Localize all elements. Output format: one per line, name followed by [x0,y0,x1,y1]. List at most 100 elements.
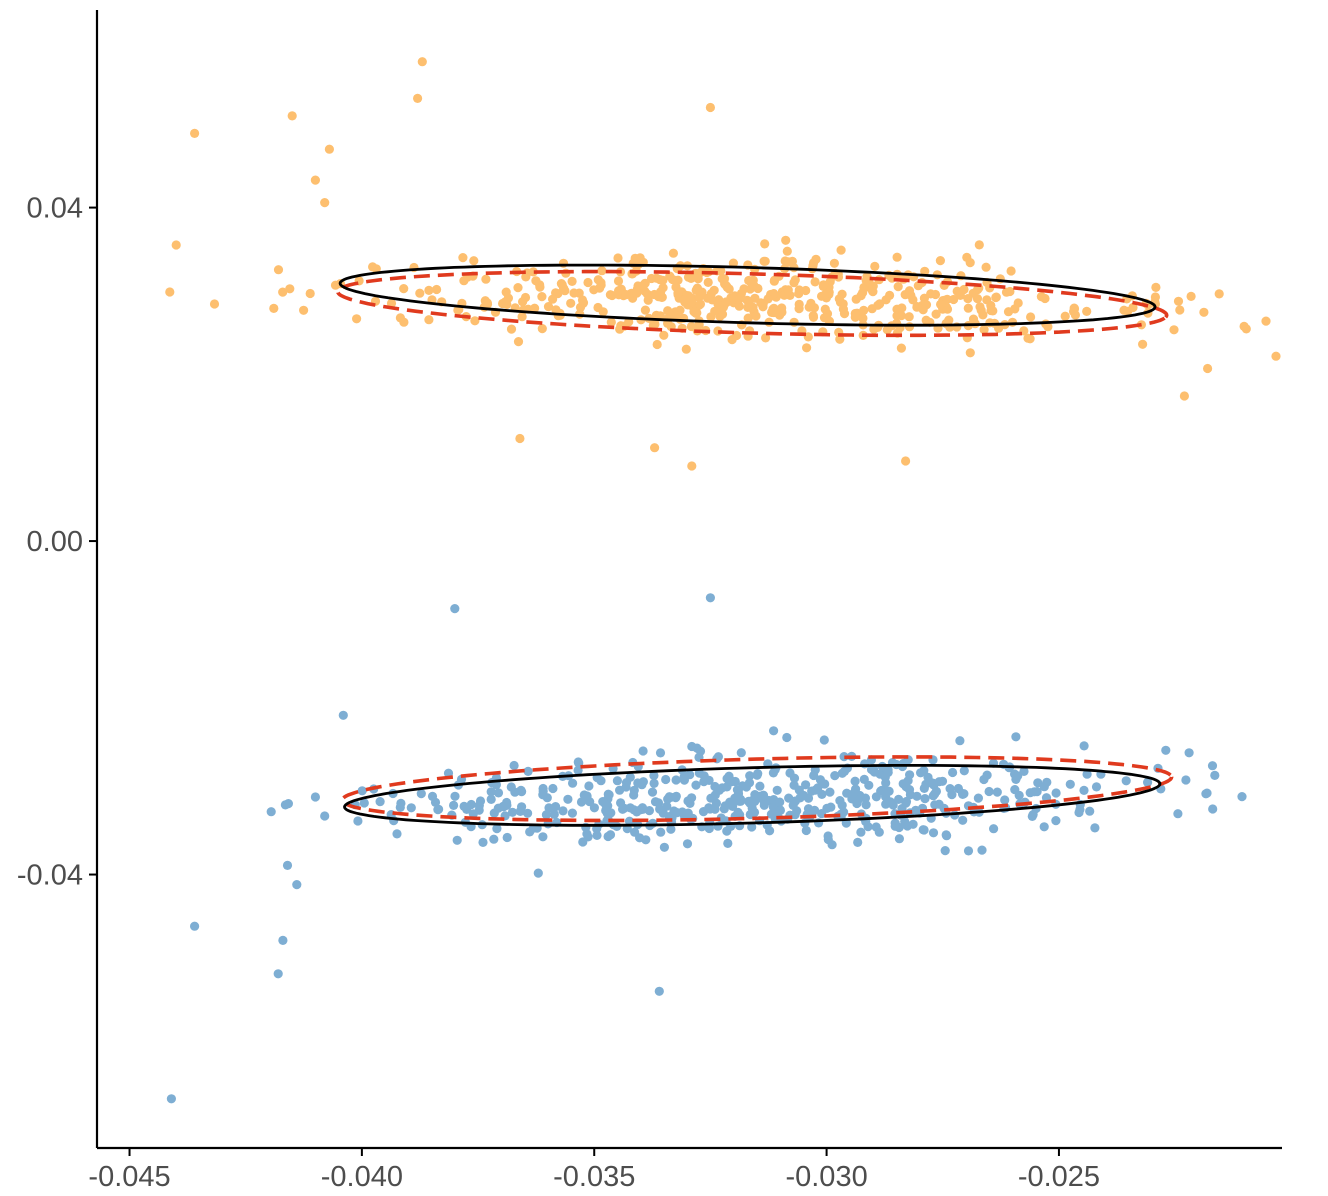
data-point [1079,785,1089,796]
data-point [1143,777,1153,788]
data-point [710,306,720,316]
data-point [728,258,739,268]
data-point [977,845,987,855]
data-point [919,783,929,794]
data-point [1005,286,1015,297]
data-point [513,337,524,347]
data-point [751,311,761,321]
data-point [630,827,640,837]
data-point [1237,792,1247,802]
data-point [894,794,904,805]
data-point [934,799,944,809]
data-point [810,277,820,287]
data-point [695,299,706,309]
data-point [654,986,664,996]
data-point [606,808,616,818]
data-point [883,767,893,778]
data-point [656,287,666,297]
y-tick-label: 0.04 [27,193,83,225]
y-tick-label: 0.00 [27,526,83,558]
data-point [598,307,608,317]
data-point [659,842,670,852]
data-point [710,781,720,792]
data-point [710,804,720,814]
data-point [650,797,661,807]
data-point [1007,317,1018,327]
data-point [501,287,511,297]
solid-ellipse [343,764,1162,827]
data-point [357,786,367,796]
data-point [640,305,651,315]
data-point [500,297,510,307]
data-point [285,284,295,294]
data-point [1175,305,1185,315]
data-point [643,295,653,305]
data-point [928,778,938,788]
data-point [801,285,811,296]
data-point [1026,312,1036,322]
data-point [758,302,768,312]
data-point [190,921,200,931]
data-point [866,284,877,294]
data-point [475,796,486,806]
data-point [918,825,928,835]
data-point [613,253,623,263]
data-point [682,839,693,849]
data-point [647,787,658,797]
data-point [566,298,576,308]
data-point [838,304,849,314]
data-point [709,285,719,295]
data-point [1150,292,1160,302]
data-point [884,786,894,796]
data-point [781,235,791,245]
data-point [459,276,469,286]
data-point [478,837,488,848]
data-point [1065,779,1075,789]
data-point [819,280,829,290]
data-point [723,838,733,849]
data-point [687,297,697,307]
data-point [869,767,880,777]
data-point [543,302,554,312]
data-point [589,285,599,295]
data-point [687,741,697,752]
data-point [1202,788,1212,798]
data-point [486,794,496,805]
data-point [808,261,818,271]
data-point [1090,823,1100,833]
data-point [396,798,406,809]
data-point [612,776,623,786]
data-point [486,787,496,797]
data-point [913,281,923,291]
data-point [850,776,860,786]
points-layer [165,57,1281,1104]
data-point [1119,305,1129,315]
data-point [963,303,973,313]
data-point [641,835,651,845]
data-point [538,790,548,800]
data-point [1207,761,1218,771]
data-point [948,767,958,778]
data-point [717,274,727,284]
data-point [567,808,578,818]
data-point [513,283,523,293]
data-point [807,786,817,796]
data-point [607,290,617,301]
data-point [935,256,946,266]
data-point [705,593,716,603]
data-point [538,832,548,842]
data-point [982,770,992,780]
data-point [1060,311,1070,321]
data-point [830,771,840,781]
data-point [470,316,480,326]
data-point [533,868,543,878]
data-point [776,307,786,317]
data-point [1011,732,1021,742]
data-point [930,289,941,300]
data-point [604,790,614,800]
data-point [516,785,526,796]
data-point [506,324,517,334]
data-point [882,325,892,335]
data-point [991,292,1001,303]
data-point [597,266,607,276]
